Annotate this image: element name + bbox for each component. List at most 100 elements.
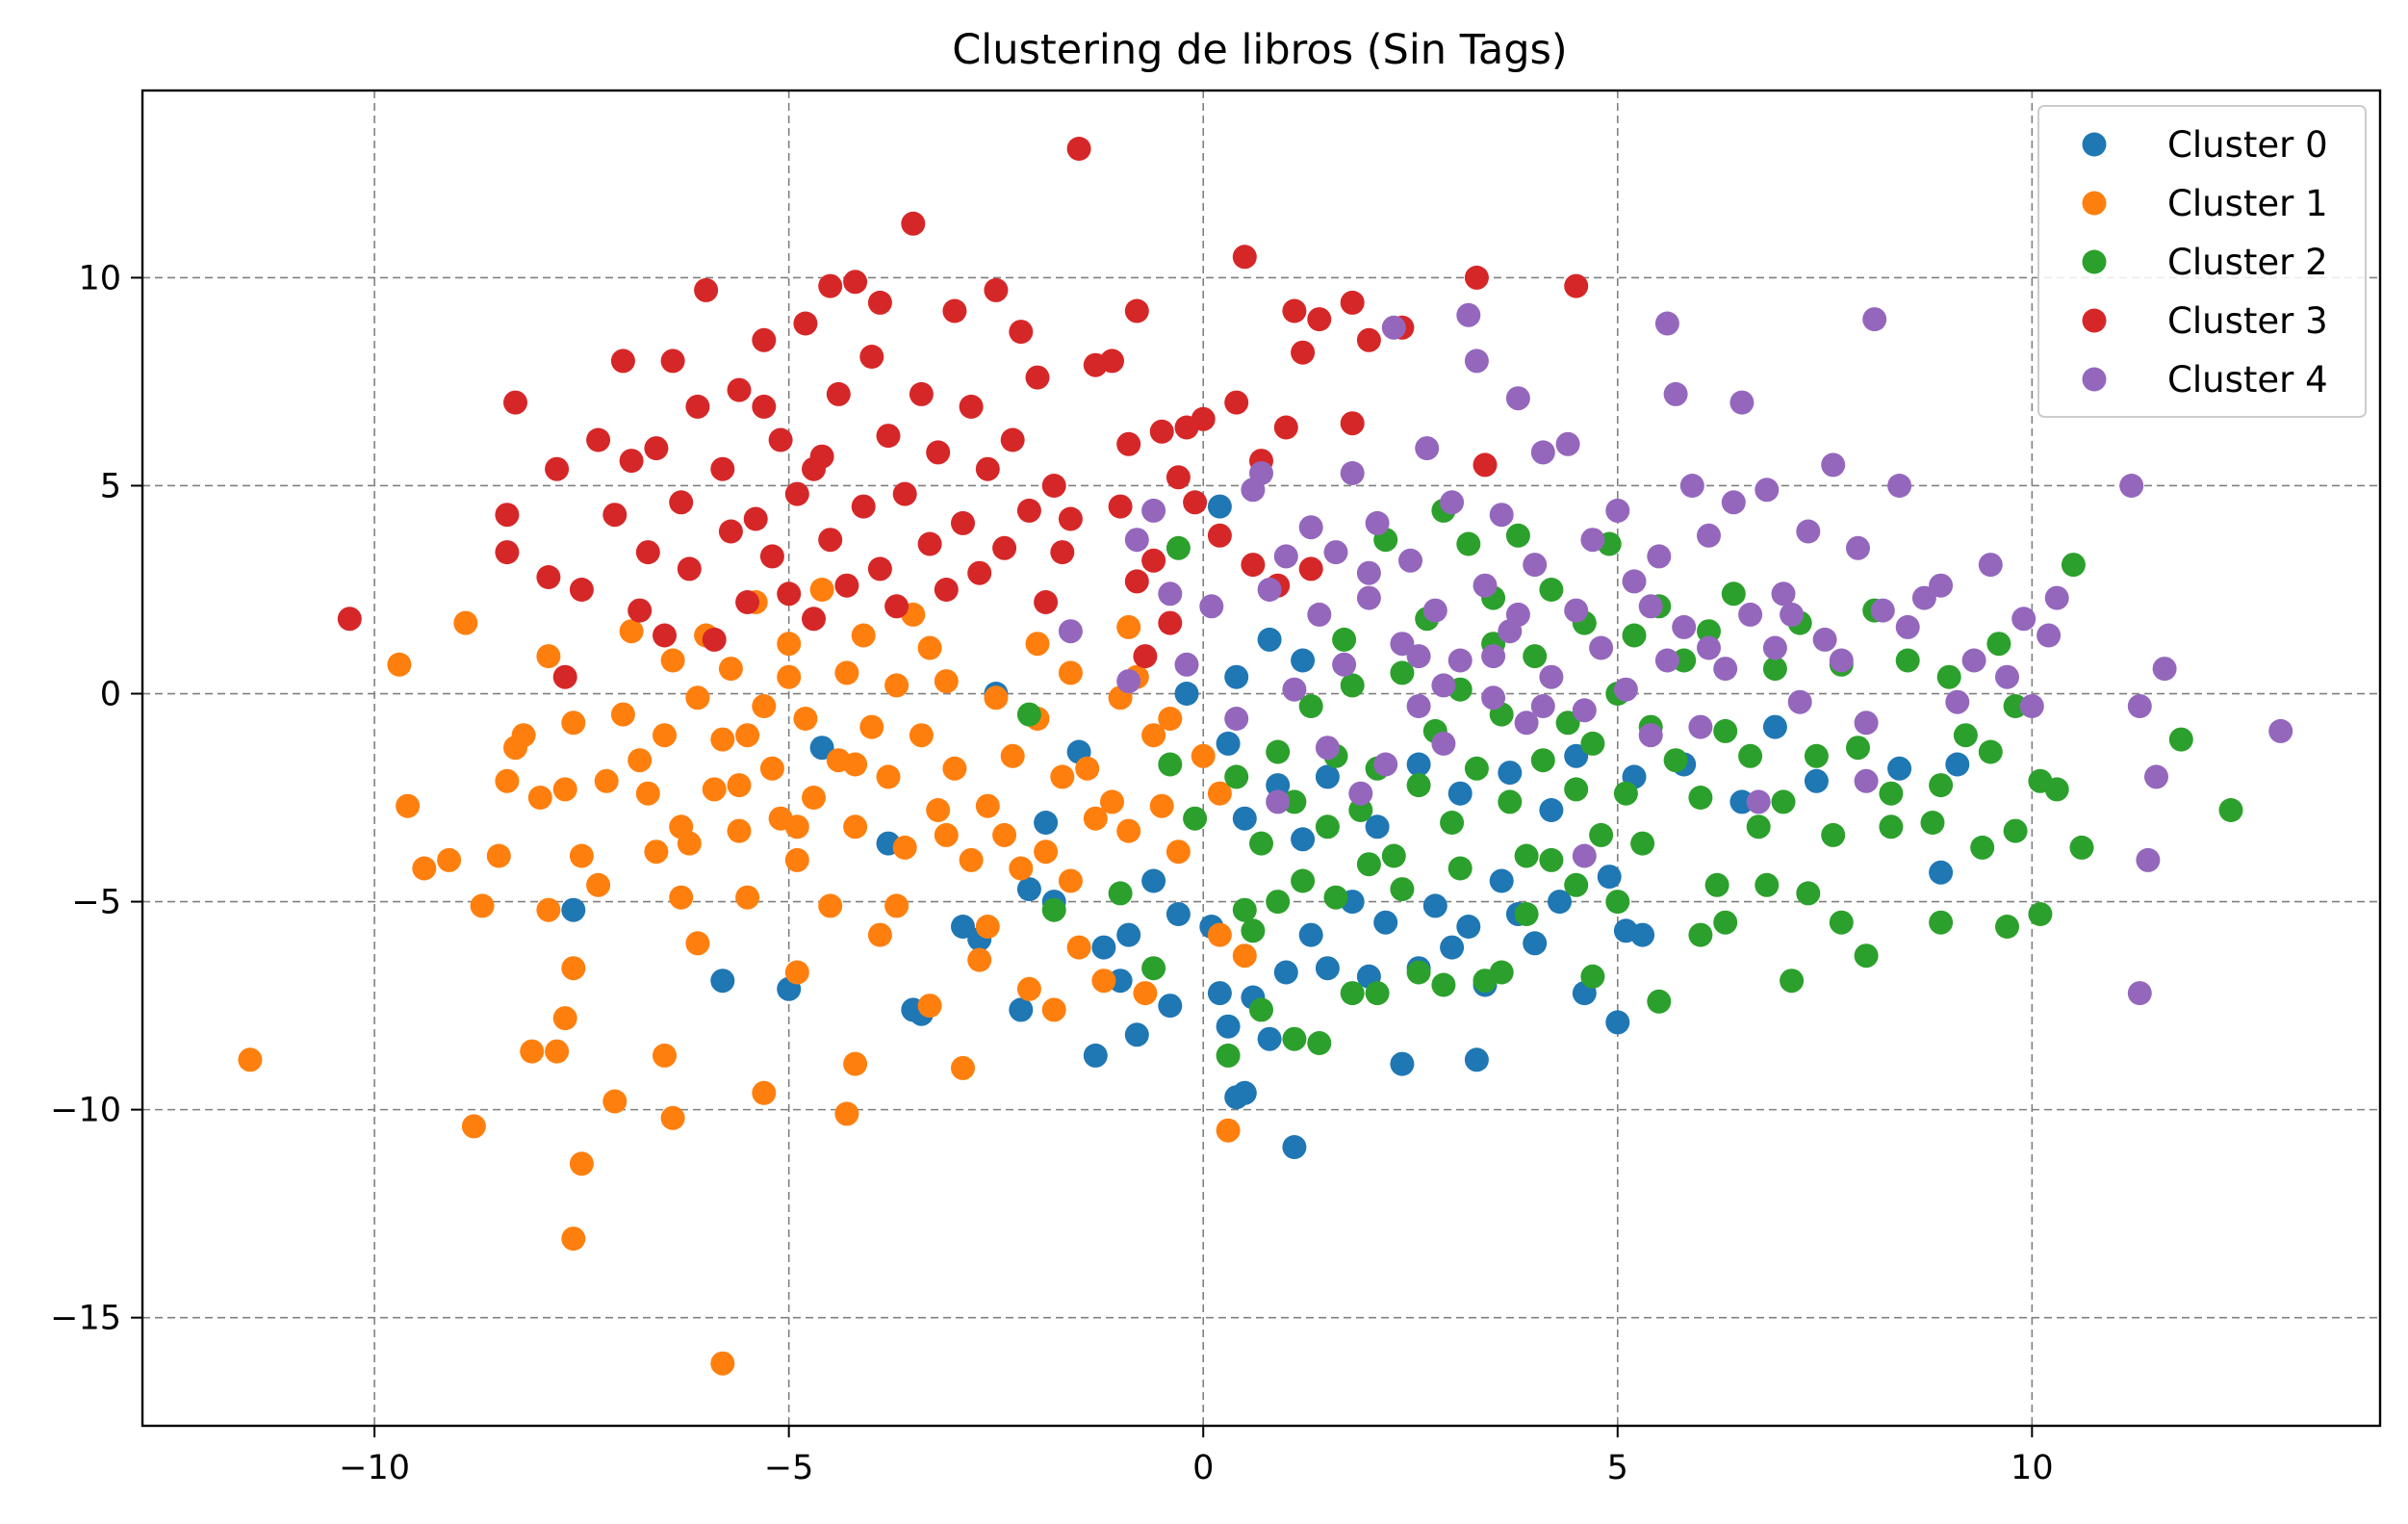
- data-point: [2011, 607, 2037, 632]
- data-point: [1721, 581, 1746, 607]
- data-point: [1050, 764, 1075, 789]
- data-point: [1978, 553, 2003, 578]
- data-point: [1323, 885, 1348, 910]
- data-point: [1116, 431, 1141, 456]
- data-point: [495, 540, 520, 565]
- data-point: [743, 506, 768, 531]
- data-point: [1638, 594, 1663, 619]
- data-point: [951, 510, 975, 535]
- data-point: [1862, 307, 1887, 332]
- data-point: [653, 723, 677, 748]
- data-point: [511, 723, 536, 748]
- data-point: [1124, 1022, 1149, 1047]
- data-point: [934, 578, 959, 602]
- data-point: [1332, 627, 1357, 652]
- data-point: [718, 657, 743, 682]
- data-point: [951, 1055, 975, 1080]
- data-point: [1216, 1014, 1241, 1039]
- data-point: [2044, 777, 2069, 802]
- data-point: [851, 623, 876, 648]
- data-point: [536, 565, 561, 589]
- data-point: [1124, 569, 1149, 594]
- data-point: [1473, 452, 1498, 478]
- data-point: [1224, 764, 1249, 789]
- data-point: [1572, 843, 1597, 868]
- data-point: [1406, 960, 1431, 985]
- data-point: [1688, 922, 1713, 947]
- data-point: [793, 311, 818, 336]
- data-point: [1257, 578, 1282, 602]
- data-point: [1108, 881, 1133, 906]
- data-point: [1456, 531, 1481, 556]
- data-point: [1514, 710, 1539, 736]
- data-point: [1755, 478, 1780, 503]
- legend-marker: [2082, 367, 2107, 392]
- data-point: [1166, 535, 1191, 560]
- data-point: [1654, 648, 1679, 673]
- data-point: [1422, 893, 1447, 918]
- data-point: [1505, 386, 1530, 411]
- data-point: [610, 349, 635, 374]
- data-point: [752, 327, 777, 352]
- data-point: [1298, 922, 1323, 947]
- data-point: [1191, 406, 1216, 431]
- data-point: [1713, 718, 1738, 743]
- data-point: [1340, 981, 1365, 1006]
- data-point: [569, 578, 594, 602]
- y-tick-label: 0: [100, 676, 121, 714]
- data-point: [610, 702, 635, 727]
- data-point: [1058, 660, 1083, 685]
- data-point: [461, 1114, 486, 1139]
- data-point: [2003, 818, 2028, 843]
- data-point: [1473, 573, 1498, 598]
- data-point: [619, 619, 644, 644]
- data-point: [635, 781, 660, 806]
- data-point: [1771, 789, 1796, 814]
- data-point: [1498, 761, 1523, 786]
- data-point: [1000, 427, 1025, 452]
- data-point: [1713, 657, 1738, 682]
- series-cluster-1: [238, 578, 1257, 1376]
- data-point: [784, 847, 809, 872]
- data-point: [1174, 652, 1199, 677]
- data-point: [1000, 743, 1025, 768]
- data-point: [1605, 498, 1630, 523]
- data-point: [752, 694, 777, 718]
- y-tick-label: −5: [71, 884, 121, 922]
- data-point: [1058, 506, 1083, 531]
- data-point: [1415, 436, 1440, 461]
- data-point: [1141, 956, 1166, 981]
- data-point: [1315, 956, 1340, 981]
- data-point: [1539, 578, 1564, 602]
- data-point: [975, 915, 1000, 939]
- data-point: [1025, 365, 1050, 390]
- data-point: [1207, 981, 1232, 1006]
- data-point: [1116, 818, 1141, 843]
- data-point: [1936, 664, 1961, 689]
- data-point: [1489, 960, 1514, 985]
- data-point: [1548, 890, 1572, 915]
- data-point: [1315, 764, 1340, 789]
- data-point: [1762, 635, 1787, 660]
- data-point: [1431, 731, 1456, 756]
- data-point: [1464, 756, 1489, 781]
- data-point: [1315, 814, 1340, 839]
- data-point: [1564, 872, 1589, 897]
- data-point: [1589, 822, 1614, 847]
- data-point: [1622, 569, 1647, 594]
- data-point: [1058, 619, 1083, 644]
- data-point: [959, 394, 984, 419]
- data-point: [710, 456, 735, 481]
- data-point: [1431, 673, 1456, 698]
- data-point: [1315, 736, 1340, 761]
- data-point: [926, 798, 951, 822]
- data-point: [1961, 648, 1986, 673]
- data-point: [694, 277, 719, 302]
- data-point: [884, 893, 909, 918]
- data-point: [951, 915, 975, 939]
- data-point: [926, 440, 951, 465]
- data-point: [843, 814, 868, 839]
- data-point: [834, 1101, 859, 1126]
- data-point: [1009, 997, 1034, 1022]
- data-point: [536, 644, 561, 669]
